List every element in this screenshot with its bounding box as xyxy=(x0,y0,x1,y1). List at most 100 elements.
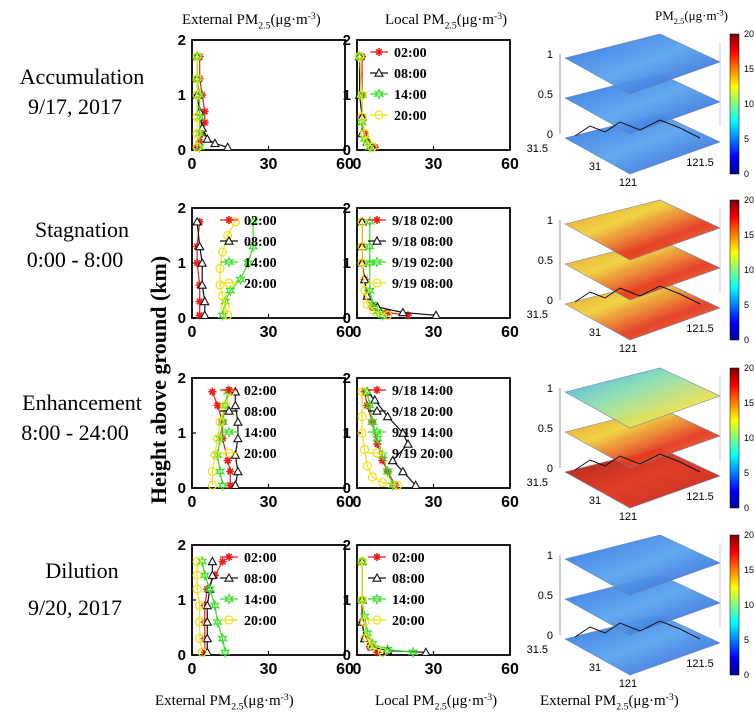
hexstar-marker xyxy=(235,273,246,286)
legend-item: 14:00 xyxy=(370,87,427,103)
y-tick-label: 1 xyxy=(343,255,351,272)
legend-item: 20:00 xyxy=(220,277,277,292)
circle-marker xyxy=(195,617,205,627)
circle-marker xyxy=(192,73,202,84)
series-3 xyxy=(357,217,393,320)
circle-marker xyxy=(212,433,223,444)
triangle-marker xyxy=(397,466,408,476)
map-panel: 0 0.5 1 31.5 31 121 121.5 0 5 10 15 20 xyxy=(527,29,754,189)
map-layer xyxy=(564,199,721,261)
hexstar-marker xyxy=(217,415,228,429)
legend-label: 9/18 02:00 xyxy=(392,214,453,229)
circle-marker xyxy=(372,278,382,288)
circle-marker xyxy=(215,263,225,274)
triangle-marker xyxy=(224,405,234,415)
x-tick-label: 60 xyxy=(501,661,519,678)
colorbar-tick-label: 10 xyxy=(744,600,754,610)
lat-tick-label: 31.5 xyxy=(527,644,548,656)
z-tick-label: 0.5 xyxy=(538,89,553,101)
legend-label: 20:00 xyxy=(244,614,277,629)
legend-label: 14:00 xyxy=(244,256,277,271)
hexstar-marker xyxy=(223,592,235,606)
star-marker xyxy=(208,387,217,396)
lon-tick-label: 121 xyxy=(619,511,637,523)
series-line xyxy=(361,391,398,486)
legend-label: 02:00 xyxy=(244,384,277,399)
circle-marker xyxy=(192,112,202,122)
series-1 xyxy=(202,556,218,656)
colorbar xyxy=(729,367,740,509)
triangle-marker xyxy=(420,647,431,656)
colorbar xyxy=(729,534,740,676)
colorbar-tick-label: 20 xyxy=(744,195,754,205)
lon-tick-label: 121 xyxy=(619,177,637,189)
circle-marker xyxy=(207,466,217,477)
legend-item: 20:00 xyxy=(220,447,277,462)
triangle-marker xyxy=(403,438,413,448)
triangle-marker xyxy=(372,572,382,582)
triangle-marker xyxy=(192,216,203,226)
map-panel: 0 0.5 1 31.5 31 121 121.5 0 5 10 15 20 xyxy=(527,530,754,690)
circle-marker xyxy=(207,480,217,490)
hexstar-marker xyxy=(407,646,419,659)
colorbar-tick-label: 15 xyxy=(744,565,754,575)
legend-item: 9/19 14:00 xyxy=(368,425,453,441)
hexstar-marker xyxy=(196,555,208,568)
legend-label: 02:00 xyxy=(394,46,427,61)
circle-marker xyxy=(357,112,367,122)
triangle-marker xyxy=(194,241,205,251)
triangle-marker xyxy=(202,647,213,656)
series-line xyxy=(369,221,383,316)
y-tick-label: 0 xyxy=(343,142,351,159)
triangle-marker xyxy=(372,235,382,245)
legend-label: 9/18 20:00 xyxy=(392,405,453,420)
legend-label: 9/19 08:00 xyxy=(392,277,453,292)
map-panel: 0 0.5 1 31.5 31 121 121.5 0 5 10 15 20 xyxy=(527,363,754,523)
hexstar-marker xyxy=(382,643,393,656)
circle-marker xyxy=(197,647,207,657)
colorbar-tick-label: 15 xyxy=(744,230,754,240)
z-tick-label: 0 xyxy=(547,463,553,475)
z-tick-label: 0.5 xyxy=(538,590,553,602)
circle-marker xyxy=(224,448,234,458)
legend-item: 14:00 xyxy=(220,592,277,608)
star-marker xyxy=(373,216,381,224)
circle-marker xyxy=(210,450,220,460)
colorbar-tick-label: 15 xyxy=(744,398,754,408)
triangle-marker xyxy=(232,466,243,476)
legend-label: 20:00 xyxy=(394,109,427,124)
header-local: Local PM2.5(μg·m-3) xyxy=(385,11,507,32)
series-3 xyxy=(357,556,388,657)
hexstar-marker xyxy=(364,399,375,412)
series-line xyxy=(361,221,388,316)
y-tick-label: 2 xyxy=(178,537,186,554)
circle-marker xyxy=(195,633,205,644)
hexstar-marker xyxy=(247,215,259,228)
plot-frame xyxy=(191,39,346,151)
circle-marker xyxy=(220,400,230,411)
colorbar xyxy=(729,33,740,175)
star-marker xyxy=(193,259,202,267)
circle-marker xyxy=(218,247,228,257)
legend-label: 02:00 xyxy=(244,551,277,566)
series-3 xyxy=(207,387,235,490)
series-3 xyxy=(192,51,202,152)
series-line xyxy=(359,56,373,148)
circle-marker xyxy=(218,291,228,301)
circle-marker xyxy=(215,280,225,290)
colorbar-tick-label: 10 xyxy=(744,265,754,275)
legend-label: 08:00 xyxy=(392,572,425,587)
legend-item: 9/18 14:00 xyxy=(368,384,453,399)
circle-marker xyxy=(383,310,393,320)
hexstar-marker xyxy=(219,646,231,659)
triangle-marker xyxy=(369,394,380,404)
x-tick-label: 0 xyxy=(353,494,362,511)
legend-label: 9/19 02:00 xyxy=(392,256,453,271)
legend-item: 08:00 xyxy=(370,67,427,82)
triangle-marker xyxy=(372,405,382,415)
legend-label: 20:00 xyxy=(244,277,277,292)
series-1 xyxy=(362,386,421,489)
